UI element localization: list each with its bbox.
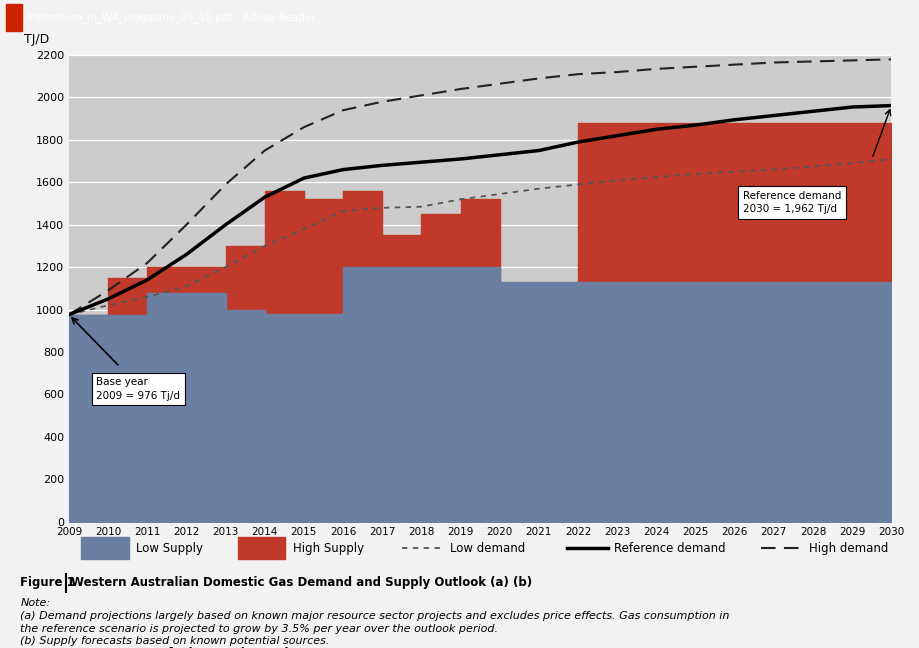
Bar	[237, 537, 285, 559]
Text: Petroleum_in_WA_magazine_09_10.pdf - Adobe Reader: Petroleum_in_WA_magazine_09_10.pdf - Ado…	[29, 12, 316, 23]
Text: High demand: High demand	[809, 542, 889, 555]
Text: the reference scenario is projected to grow by 3.5% per year over the outlook pe: the reference scenario is projected to g…	[20, 623, 498, 634]
Text: Base year
2009 = 976 Tj/d: Base year 2009 = 976 Tj/d	[96, 377, 180, 400]
Text: (b) Supply forecasts based on known potential sources.: (b) Supply forecasts based on known pote…	[20, 636, 330, 646]
Text: Low Supply: Low Supply	[136, 542, 203, 555]
Text: Low demand: Low demand	[449, 542, 525, 555]
Text: Source: Department of Mines and Petroleum: Source: Department of Mines and Petroleu…	[20, 647, 316, 648]
Text: Note:: Note:	[20, 598, 51, 608]
Text: (a) Demand projections largely based on known major resource sector projects and: (a) Demand projections largely based on …	[20, 611, 730, 621]
Text: High Supply: High Supply	[292, 542, 364, 555]
Text: Figure 1: Figure 1	[20, 576, 75, 589]
Text: Western Australian Domestic Gas Demand and Supply Outlook (a) (b): Western Australian Domestic Gas Demand a…	[71, 576, 532, 589]
FancyBboxPatch shape	[6, 5, 22, 31]
Text: Reference demand
2030 = 1,962 Tj/d: Reference demand 2030 = 1,962 Tj/d	[743, 191, 841, 214]
Text: TJ/D: TJ/D	[24, 33, 49, 46]
Text: Reference demand: Reference demand	[614, 542, 726, 555]
Bar	[81, 537, 129, 559]
